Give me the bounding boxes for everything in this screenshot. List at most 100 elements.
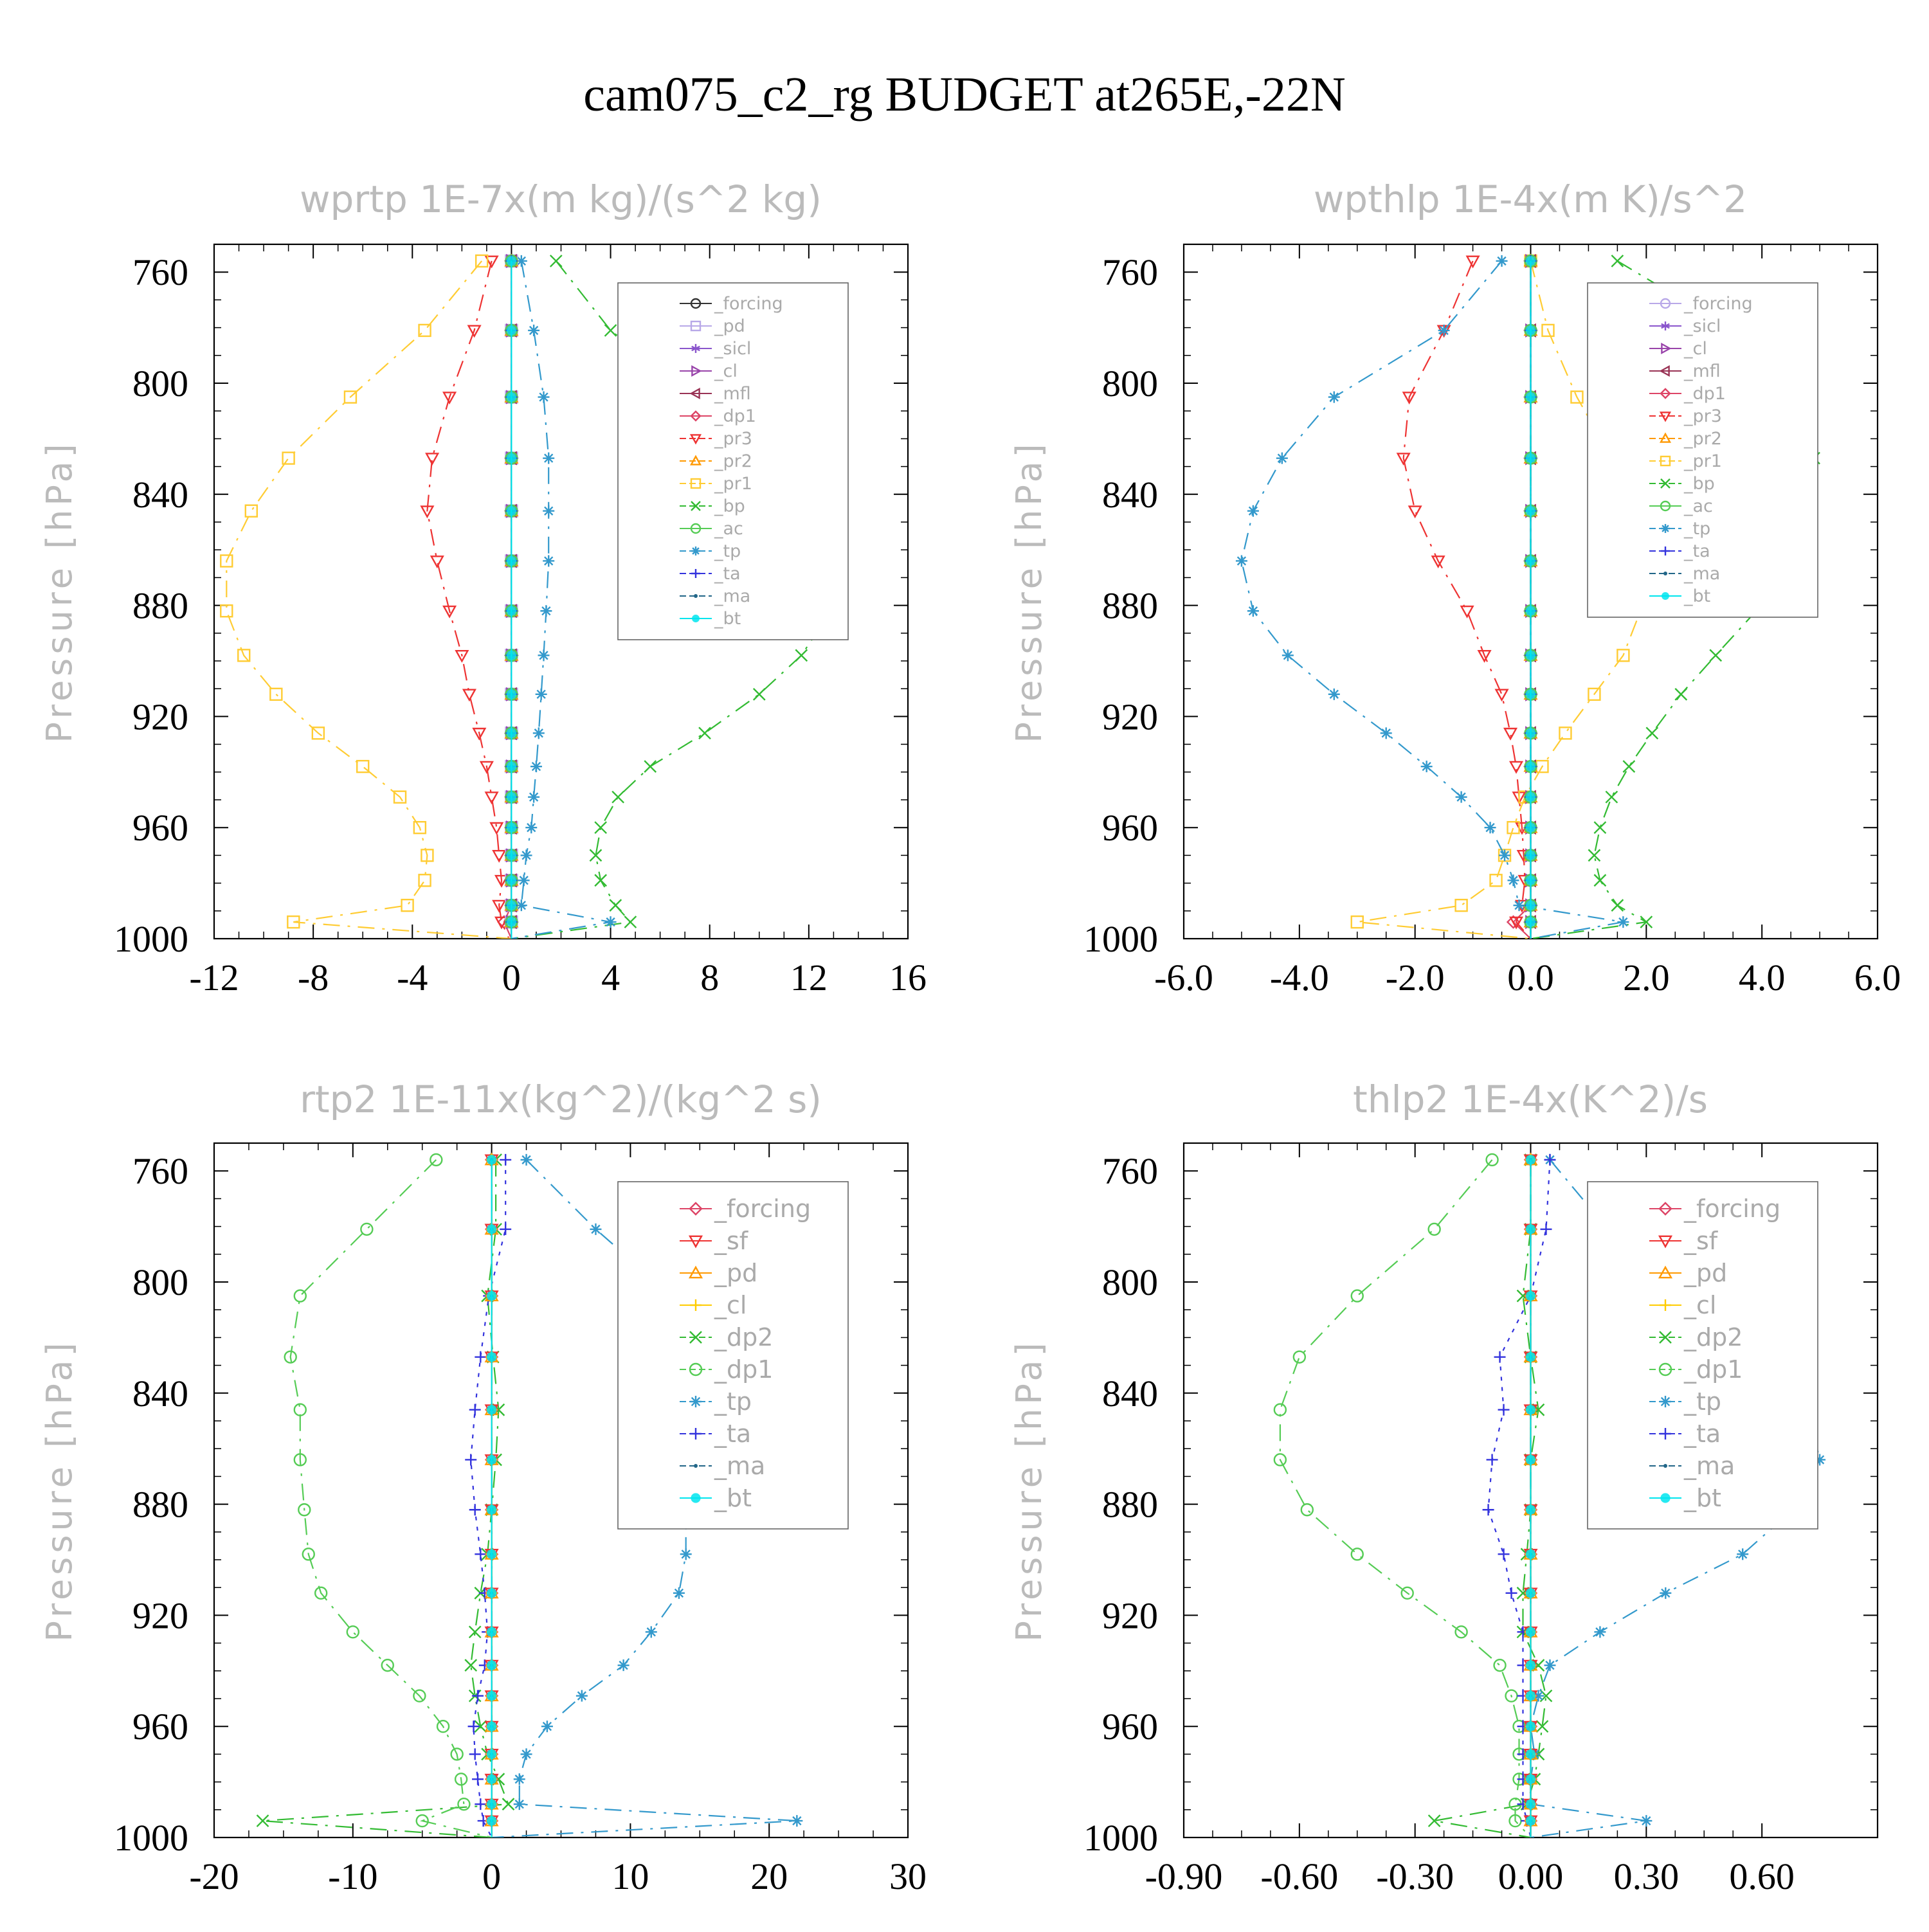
- y-tick-label: 960: [1102, 807, 1158, 849]
- data-point: [465, 1454, 477, 1466]
- data-point: [1814, 1454, 1826, 1466]
- data-point: [486, 1588, 497, 1598]
- panel-title: wpthlp 1E-4x(m K)/s^2: [1314, 177, 1747, 221]
- data-point: [502, 1798, 515, 1811]
- data-point: [1438, 324, 1450, 336]
- data-point: [492, 899, 507, 913]
- data-point: [1484, 822, 1496, 834]
- data-point: [506, 689, 517, 700]
- data-point: [421, 849, 434, 862]
- legend-marker: [1661, 321, 1670, 330]
- series-group: [1273, 1152, 1826, 1837]
- data-point: [282, 451, 295, 465]
- x-tick-label: -6.0: [1154, 957, 1213, 998]
- legend-label: _mfl: [714, 384, 751, 404]
- data-point: [1508, 916, 1524, 930]
- legend-item: _ta: [680, 1420, 751, 1448]
- data-point: [1525, 761, 1536, 772]
- data-point: [1525, 392, 1536, 402]
- data-point: [1431, 555, 1445, 568]
- y-tick-label: 800: [1102, 363, 1158, 404]
- data-point: [1482, 1504, 1494, 1516]
- legend-item: _pr1: [1649, 451, 1722, 471]
- data-point: [1525, 1627, 1536, 1637]
- legend-item: _sicl: [1649, 316, 1721, 336]
- data-point: [1540, 1223, 1552, 1235]
- y-tick-label: 1000: [1083, 918, 1158, 960]
- data-point: [1494, 1351, 1506, 1363]
- data-point: [472, 1690, 484, 1702]
- data-point: [1645, 727, 1659, 740]
- data-point: [220, 554, 233, 568]
- data-point: [506, 917, 517, 927]
- x-tick-label: -10: [328, 1855, 377, 1897]
- legend-label: _ta: [714, 1420, 751, 1448]
- data-point: [1525, 850, 1536, 861]
- legend-item: _tp: [1649, 1387, 1721, 1416]
- data-point: [1489, 874, 1503, 887]
- legend-label: _bp: [1683, 474, 1715, 494]
- data-point: [287, 915, 300, 929]
- data-point: [430, 555, 444, 568]
- data-point: [611, 790, 624, 804]
- data-point: [1588, 849, 1601, 862]
- legend-marker: [1660, 478, 1671, 489]
- legend-item: _forcing: [1649, 294, 1753, 314]
- legend-item: _dp2: [680, 1323, 773, 1351]
- data-point: [1292, 1350, 1307, 1364]
- data-point: [484, 255, 499, 269]
- data-point: [1300, 1503, 1314, 1517]
- data-point: [1525, 1721, 1536, 1731]
- data-point: [1505, 1587, 1517, 1599]
- legend-label: _ta: [714, 564, 741, 584]
- x-tick-label: 4: [601, 957, 620, 998]
- data-point: [1396, 453, 1411, 466]
- legend-label: _pr3: [1683, 406, 1722, 426]
- legend-item: _cl: [680, 1291, 747, 1319]
- data-point: [1532, 1690, 1544, 1702]
- legend-label: _ta: [1683, 1420, 1721, 1448]
- y-tick-label: 960: [1102, 1706, 1158, 1747]
- legend-label: _tp: [1683, 519, 1710, 539]
- legend-marker: [690, 410, 702, 422]
- legend-label: _cl: [714, 361, 738, 381]
- x-tick-label: 30: [889, 1855, 927, 1897]
- data-point: [1276, 452, 1288, 464]
- y-tick-label: 840: [1102, 474, 1158, 516]
- data-point: [269, 687, 283, 701]
- data-point: [467, 325, 482, 338]
- x-tick-label: 12: [790, 957, 828, 998]
- data-point: [415, 1814, 429, 1828]
- legend-marker: [689, 1202, 703, 1216]
- series-group: [256, 1152, 803, 1837]
- data-point: [1674, 687, 1688, 701]
- series-bt: [486, 1155, 497, 1837]
- data-point: [1541, 323, 1555, 338]
- data-point: [314, 1586, 328, 1600]
- data-point: [454, 1773, 468, 1786]
- data-point: [528, 791, 540, 803]
- legend-label: _forcing: [714, 1195, 811, 1223]
- data-point: [1660, 1587, 1672, 1599]
- legend-marker: [690, 298, 702, 309]
- data-point: [1454, 898, 1468, 912]
- legend-marker: [1660, 500, 1671, 512]
- legend-label: _dp1: [714, 406, 756, 426]
- data-point: [549, 255, 563, 267]
- y-tick-label: 800: [1102, 1261, 1158, 1303]
- y-tick-label: 880: [1102, 585, 1158, 627]
- series-group: [220, 253, 840, 939]
- data-point: [468, 1625, 482, 1639]
- y-tick-label: 800: [132, 363, 188, 404]
- data-point: [1525, 1405, 1536, 1415]
- panel-title: thlp2 1E-4x(K^2)/s: [1353, 1078, 1708, 1121]
- data-point: [1485, 1153, 1499, 1167]
- data-point: [1525, 1749, 1536, 1760]
- data-point: [506, 555, 517, 566]
- data-point: [1525, 1224, 1536, 1234]
- data-point: [590, 1223, 602, 1235]
- data-point: [609, 899, 622, 912]
- legend-marker: [689, 1331, 702, 1344]
- data-point: [543, 555, 555, 567]
- legend-item: _mfl: [1649, 361, 1721, 381]
